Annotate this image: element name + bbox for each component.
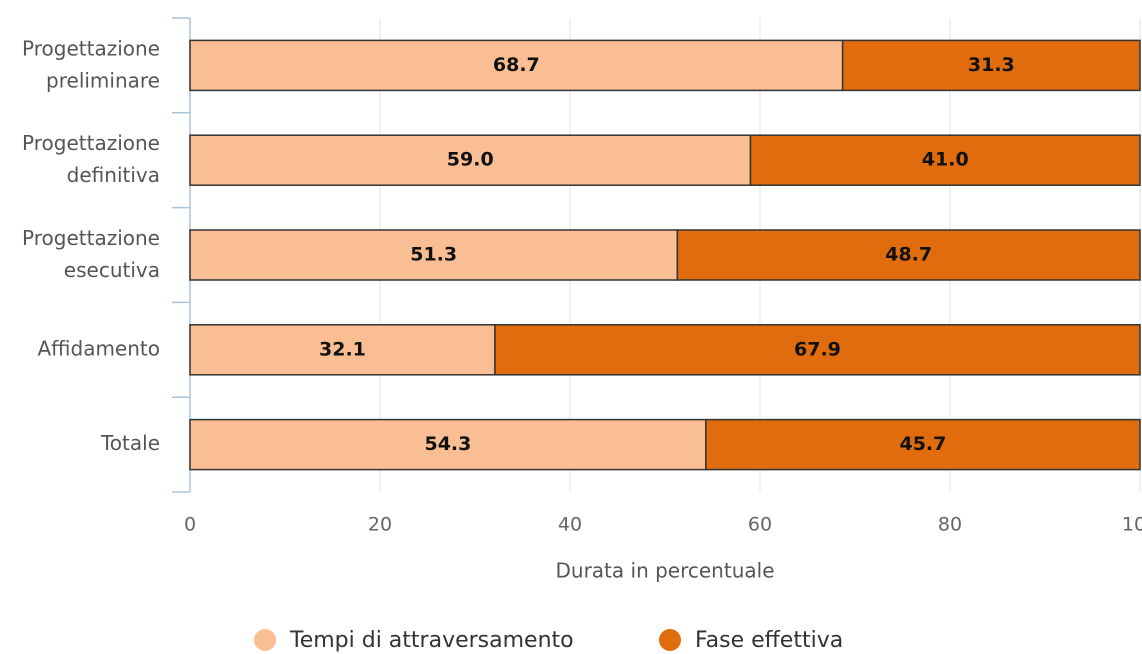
- legend-label: Fase effettiva: [695, 628, 843, 653]
- label-line: Progettazione: [22, 131, 160, 155]
- bar-segment: [189, 229, 679, 281]
- data-label: 31.3: [968, 54, 1015, 76]
- bar-segment: [494, 324, 1141, 376]
- y-tick-label: Progettazione definitiva: [22, 131, 160, 187]
- data-label: 67.9: [794, 338, 841, 360]
- legend-label: Tempi di attraversamento: [289, 628, 574, 653]
- x-tick-label: 80: [938, 514, 962, 536]
- bar-segment: [189, 134, 752, 186]
- data-label: 41.0: [922, 149, 969, 171]
- y-tick-label: Affidamento: [37, 336, 160, 360]
- label-line: definitiva: [67, 163, 160, 187]
- bar-segment: [676, 229, 1141, 281]
- bar-segment: [841, 39, 1141, 92]
- data-label: 59.0: [447, 149, 494, 171]
- bar-segment: [189, 39, 844, 92]
- y-tick-label: Progettazione esecutiva: [22, 226, 160, 282]
- data-label: 32.1: [319, 338, 366, 360]
- bar-segment: [705, 418, 1141, 471]
- data-label: 48.7: [885, 244, 932, 266]
- data-label: 68.7: [493, 54, 540, 76]
- bar-segment: [749, 134, 1141, 186]
- x-tick-label: 40: [558, 514, 582, 536]
- legend-marker: [254, 629, 276, 651]
- data-label: 51.3: [410, 244, 457, 266]
- label-line: preliminare: [46, 68, 160, 92]
- data-label: 54.3: [424, 433, 471, 455]
- label-line: Progettazione: [22, 36, 160, 60]
- x-tick-label: 60: [748, 514, 772, 536]
- data-label: 45.7: [899, 433, 946, 455]
- bar-segment: [189, 418, 707, 471]
- bar-segment: [189, 324, 496, 376]
- label-line: Progettazione: [22, 226, 160, 250]
- x-axis-title: Durata in percentuale: [556, 559, 775, 583]
- y-tick-label: Totale: [100, 431, 160, 455]
- label-line: esecutiva: [64, 258, 160, 282]
- x-tick-label: 20: [368, 514, 392, 536]
- y-tick-label: Progettazione preliminare: [22, 36, 160, 92]
- x-tick-label: 100: [1122, 514, 1142, 536]
- x-tick-label: 0: [184, 514, 196, 536]
- legend-marker: [659, 629, 681, 651]
